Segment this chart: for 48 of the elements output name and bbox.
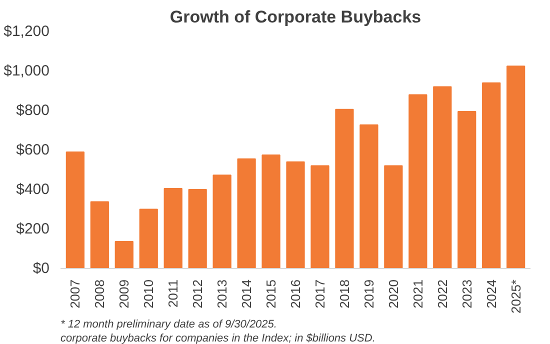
bar [188, 189, 207, 268]
bar [164, 188, 182, 268]
x-tick-label: 2020 [386, 280, 401, 308]
x-tick-label: 2023 [459, 280, 474, 308]
x-tick-label: 2015 [264, 280, 279, 308]
bar [335, 108, 354, 268]
y-tick-label: $0 [32, 260, 50, 277]
y-tick-label: $800 [16, 102, 50, 119]
bar [506, 66, 526, 268]
x-tick-label: 2011 [166, 279, 181, 308]
bar [114, 240, 134, 268]
x-tick-label: 2021 [410, 280, 426, 308]
x-tick-label: 2010 [141, 280, 156, 308]
bar [408, 94, 428, 268]
x-tick-label: 2022 [434, 280, 450, 308]
x-tick-label: 2008 [92, 280, 108, 308]
text: * 12 month preliminary date as of 9/30/2025. [60, 318, 277, 330]
x-tick-label: 2019 [361, 280, 376, 308]
x-tick-label: 2012 [190, 280, 206, 308]
y-tick-label: $400 [16, 181, 50, 198]
y-tick-label: $600 [16, 142, 50, 158]
bar [90, 201, 109, 268]
bar [262, 154, 280, 268]
bar [310, 165, 330, 268]
x-tick-label: 2017 [312, 280, 328, 308]
x-tick-label: 2009 [116, 280, 132, 308]
bar [139, 208, 158, 268]
bar [360, 124, 378, 268]
text: corporate buybacks for companies in the Index; in $billions USD. [60, 332, 376, 344]
x-tick-label: 2013 [214, 280, 230, 308]
chart-title: Growth of Corporate Buybacks [170, 8, 422, 26]
x-tick-label: 2016 [288, 280, 303, 308]
bar [458, 110, 476, 268]
y-tick-label: $1,000 [4, 62, 50, 80]
x-tick-label: 2024 [484, 280, 499, 308]
bar [237, 158, 256, 268]
bar [212, 174, 232, 268]
bar [66, 151, 84, 268]
bar [286, 161, 305, 268]
bar [384, 165, 403, 268]
x-tick-label: 2007 [68, 280, 83, 308]
x-tick-label: 2014 [239, 280, 254, 308]
x-tick-label: 2025* [508, 279, 524, 314]
y-tick-label: $1,200 [4, 23, 50, 40]
y-tick-label: $200 [16, 220, 50, 238]
bar [482, 82, 501, 268]
x-tick-label: 2018 [336, 280, 352, 308]
bar [433, 86, 452, 268]
